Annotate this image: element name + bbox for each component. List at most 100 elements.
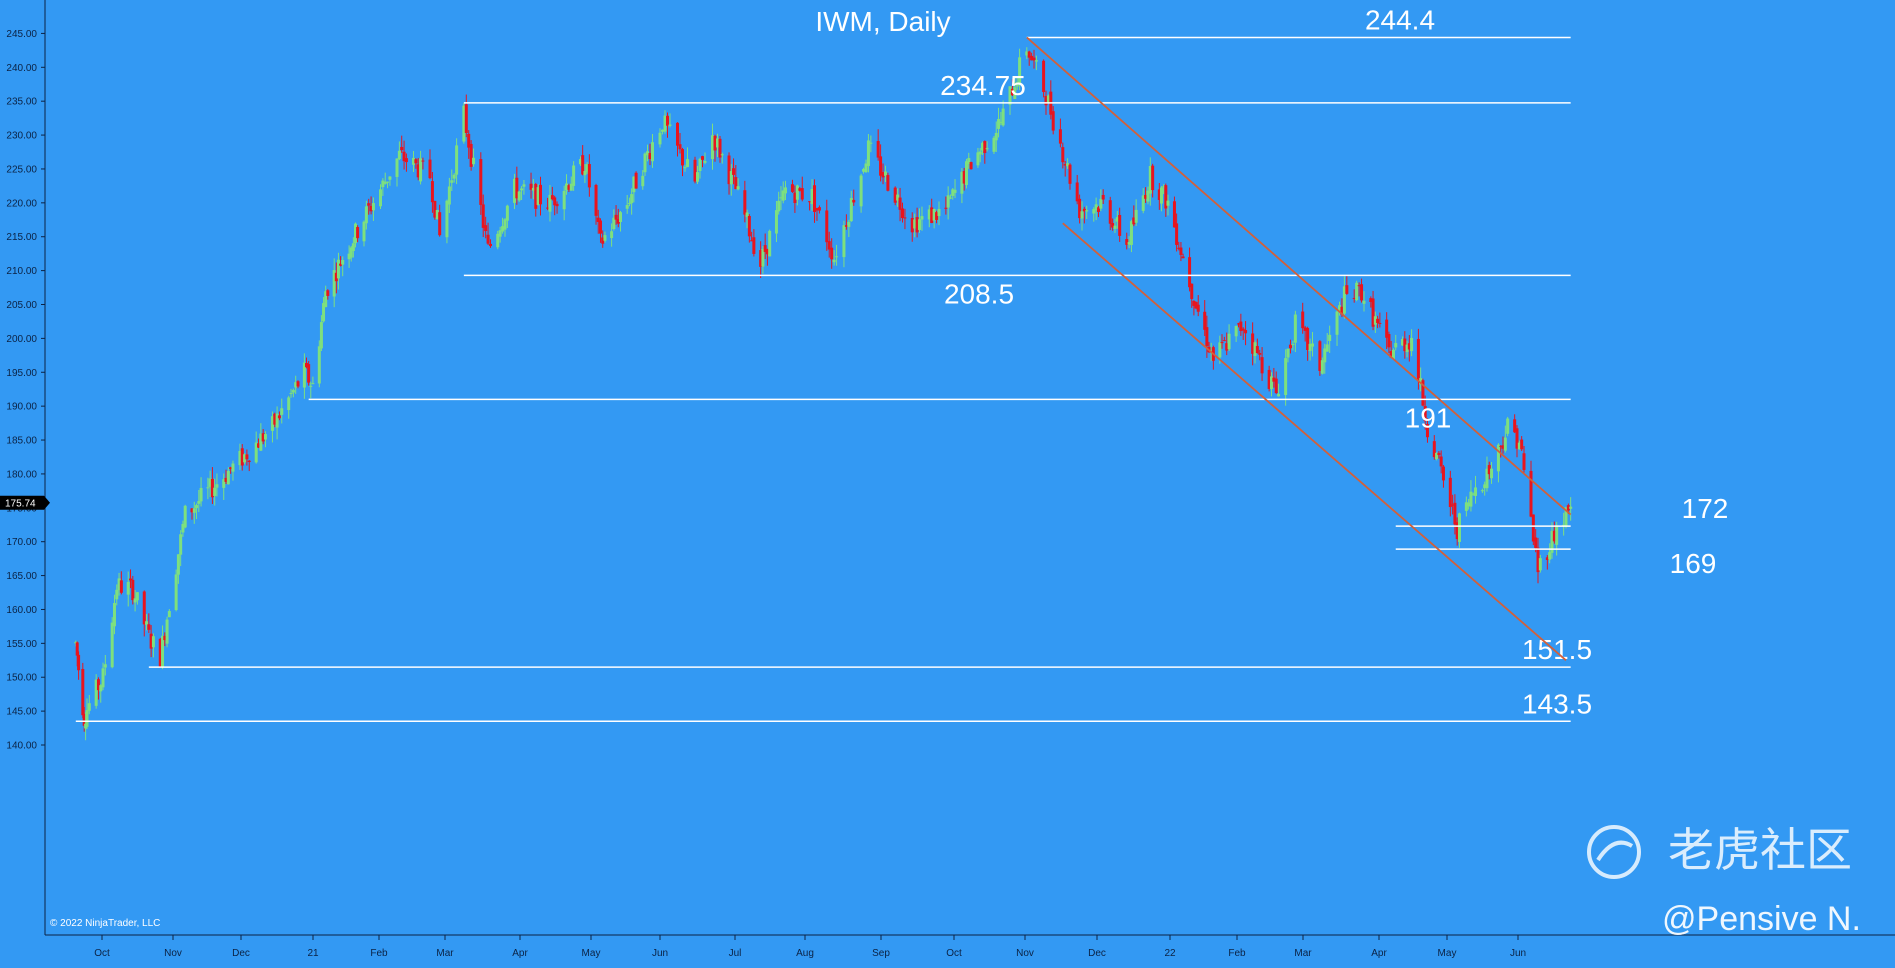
candle-body (1405, 344, 1409, 353)
candle-body (404, 158, 408, 163)
candle-body (167, 611, 171, 618)
candle-body (696, 172, 699, 182)
candle-body (1562, 524, 1566, 526)
candle-body (273, 413, 277, 425)
candle-body (641, 175, 645, 187)
candle-body (115, 589, 119, 600)
level-label: 244.4 (1365, 4, 1435, 35)
candle-body (969, 162, 973, 170)
candle-body (1564, 507, 1568, 526)
candle-body (163, 635, 167, 641)
candle-body (386, 181, 390, 183)
candle-body (1018, 57, 1022, 85)
candle-body (505, 205, 509, 221)
candle-body (1258, 353, 1262, 355)
candle-body (643, 153, 647, 173)
candle-body (951, 189, 955, 196)
candle-body (693, 159, 697, 182)
candle-body (1506, 418, 1510, 434)
candle-body (903, 217, 907, 219)
candle-body (1010, 88, 1014, 96)
candle-body (484, 225, 488, 232)
candle-body (165, 619, 169, 644)
y-tick-label: 190.00 (6, 402, 37, 413)
candle-body (1288, 344, 1292, 349)
candle-body (197, 501, 201, 504)
x-tick-label: Jun (652, 948, 668, 959)
tiger-logo-icon (1587, 825, 1641, 879)
candle-body (96, 679, 100, 691)
candle-body (1517, 442, 1521, 450)
candle-body (1111, 223, 1115, 228)
candle-body (1027, 51, 1031, 58)
candle-body (1503, 437, 1507, 451)
candle-body (317, 346, 321, 384)
candle-body (862, 169, 866, 172)
candle-body (774, 210, 778, 234)
candle-body (930, 207, 934, 223)
x-tick-label: Aug (796, 948, 814, 959)
candle-body (362, 221, 366, 242)
candle-body (501, 226, 505, 232)
candle-body (356, 227, 360, 239)
candle-body (1335, 311, 1339, 335)
candle-body (932, 209, 936, 221)
candle-body (920, 216, 924, 220)
candle-body (619, 212, 623, 223)
candle-body (1394, 343, 1398, 348)
candle-body (1387, 334, 1391, 348)
candle-body (421, 160, 425, 162)
candle-body (309, 385, 313, 387)
candle-body (496, 233, 500, 248)
candle-body (625, 205, 629, 209)
candle-body (881, 172, 885, 178)
candle-body (435, 209, 439, 220)
candle-body (999, 121, 1003, 123)
candle-body (815, 208, 819, 211)
candle-body (546, 207, 550, 209)
candle-body (1471, 493, 1475, 495)
candle-body (910, 217, 914, 233)
candle-body (634, 172, 638, 189)
candle-body (594, 184, 598, 216)
candle-body (1291, 344, 1295, 346)
candle-body (238, 450, 242, 466)
candle-body (520, 188, 524, 191)
candle-body (1241, 328, 1245, 331)
candle-body (953, 189, 957, 193)
candle-body (414, 159, 418, 164)
candle-body (1410, 338, 1414, 352)
candle-body (1501, 445, 1505, 449)
candle-body (206, 487, 210, 489)
y-tick-label: 205.00 (6, 300, 37, 311)
x-tick-label: Nov (164, 948, 182, 959)
candle-body (1515, 428, 1519, 449)
candle-body (416, 164, 420, 178)
candle-body (1001, 108, 1005, 126)
candle-body (486, 234, 490, 244)
level-label: 191 (1405, 402, 1452, 433)
candle-body (1099, 198, 1103, 209)
candle-body (960, 171, 964, 194)
candle-body (1274, 378, 1278, 393)
candle-body (226, 471, 230, 485)
candle-body (464, 104, 468, 133)
candle-body (1453, 502, 1457, 525)
candle-body (1234, 326, 1238, 337)
candle-body (927, 209, 931, 220)
candle-body (701, 156, 704, 160)
candle-body (503, 219, 507, 230)
candle-body (978, 151, 982, 155)
candle-body (1239, 321, 1243, 332)
descending-channel (1026, 36, 1572, 661)
candle-body (1177, 247, 1181, 249)
candle-body (131, 579, 135, 601)
candle-body (1190, 283, 1194, 299)
candle-body (616, 219, 620, 224)
candle-body (388, 176, 392, 180)
y-tick-label: 150.00 (6, 673, 37, 684)
candle-body (1318, 341, 1322, 371)
candle-body (158, 638, 162, 668)
candle-body (1108, 200, 1112, 224)
candle-body (827, 241, 831, 250)
